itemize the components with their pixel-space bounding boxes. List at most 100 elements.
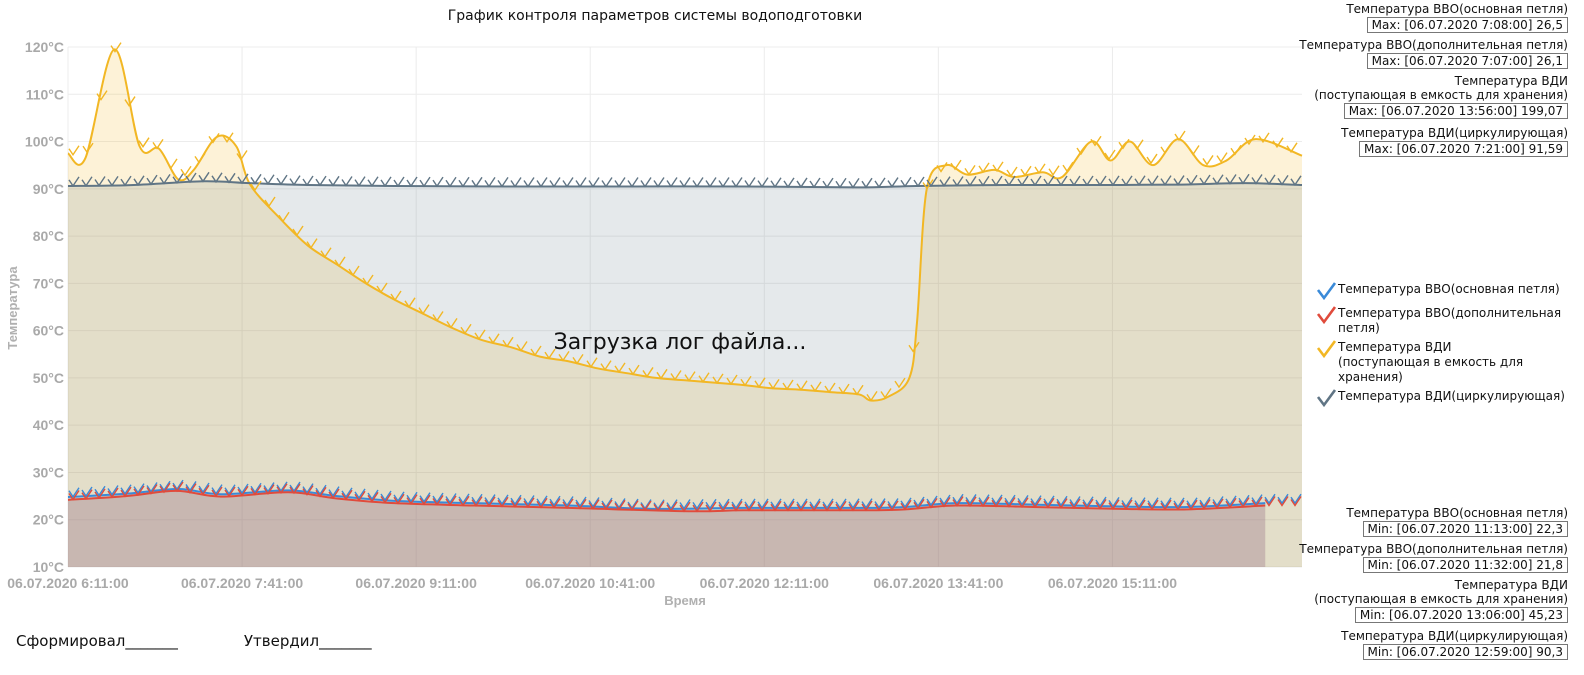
series-marker-0 [328,486,340,497]
series-marker-3 [250,173,262,185]
series-marker-0 [68,487,80,499]
series-marker-3 [991,175,1003,187]
series-marker-1 [692,501,704,513]
series-marker-3 [1069,175,1081,187]
series-marker-3 [965,176,977,187]
chart-areas [68,49,1302,568]
series-marker-0 [744,498,756,510]
series-marker-1 [419,494,431,506]
series-marker-3 [237,173,249,185]
series-marker-3 [458,176,470,188]
series-marker-2 [600,360,612,371]
series-marker-0 [1108,496,1120,508]
series-marker-2 [96,90,108,101]
series-marker-3 [575,177,587,188]
y-tick-label: 110°C [26,86,64,102]
series-marker-3 [302,175,314,187]
series-marker-0 [81,486,93,498]
series-marker-3 [445,176,457,188]
series-marker-0 [705,498,717,510]
series-marker-1 [1056,498,1068,509]
series-marker-1 [1017,497,1029,509]
series-marker-3 [315,175,327,187]
series-marker-3 [328,175,340,187]
series-marker-2 [992,161,1004,173]
chart-legend: Температура ВВО(основная петля) Температу… [1316,282,1584,413]
series-marker-0 [874,498,886,509]
series-marker-1 [1147,499,1159,511]
series-marker-1 [1160,499,1172,511]
legend-label-line: Температура ВДИ(циркулирующая) [1338,389,1565,403]
series-marker-0 [900,497,912,509]
series-marker-3 [705,177,717,188]
series-marker-0 [302,483,314,494]
series-area-3 [68,181,1302,567]
series-marker-1 [276,483,288,495]
series-marker-2 [180,165,192,177]
series-marker-2 [1244,134,1256,146]
series-marker-3 [536,177,548,188]
series-marker-3 [159,174,171,185]
series-marker-1 [861,500,873,512]
series-marker-1 [783,500,795,512]
series-marker-0 [1095,496,1107,508]
series-marker-1 [523,497,535,509]
series-marker-2 [488,333,500,345]
legend-label-line: Температура ВВО(дополнительная петля) [1338,306,1562,335]
series-marker-2 [390,290,402,302]
series-marker-1 [575,498,587,510]
series-marker-0 [1160,497,1172,509]
series-marker-2 [978,162,990,174]
series-marker-2 [1202,155,1214,166]
series-marker-0 [666,499,678,510]
stat-series-name: Температура ВВО(основная петля) [1346,506,1568,520]
series-marker-1 [1030,497,1042,509]
series-marker-2 [124,96,136,107]
series-marker-2 [1174,130,1186,142]
series-marker-0 [640,499,652,510]
series-marker-2 [530,345,542,357]
series-marker-3 [822,177,834,189]
series-marker-3 [861,177,873,189]
series-marker-0 [1004,494,1016,506]
series-marker-3 [1030,175,1042,187]
series-marker-0 [523,495,535,506]
series-marker-1 [1121,499,1133,511]
series-marker-0 [718,498,730,510]
series-marker-1 [640,500,652,512]
series-marker-2 [1034,163,1046,175]
y-tick-label: 80°C [33,228,64,244]
series-marker-0 [627,498,639,510]
series-marker-3 [731,177,743,188]
stat-value: Min: [06.07.2020 11:13:00] 22,3 [1362,521,1568,537]
series-marker-2 [572,353,584,365]
series-marker-3 [770,177,782,188]
series-marker-0 [731,498,743,510]
series-marker-1 [822,500,834,512]
series-marker-3 [107,175,119,187]
series-marker-1 [497,496,509,508]
series-marker-0 [679,499,691,510]
series-marker-1 [679,501,691,513]
series-marker-0 [887,498,899,509]
series-marker-2 [642,367,654,378]
legend-label-line: Температура ВВО(основная петля) [1338,282,1560,296]
series-marker-0 [913,496,925,508]
series-marker-0 [1277,493,1289,505]
series-marker-1 [757,500,769,512]
series-marker-0 [445,493,457,504]
max-stat: Температура ВВО(дополнительная петля) Max… [1299,38,1568,69]
series-marker-1 [653,500,665,512]
series-marker-1 [107,487,119,499]
series-marker-3 [588,177,600,188]
series-marker-2 [376,282,388,294]
series-marker-0 [1134,497,1146,508]
series-marker-0 [926,495,938,507]
series-marker-2 [964,164,976,176]
series-marker-0 [471,493,483,505]
series-marker-2 [810,381,822,393]
series-marker-3 [393,176,405,188]
series-marker-2 [880,388,892,399]
stat-value: Min: [06.07.2020 12:59:00] 90,3 [1362,644,1568,660]
series-marker-1 [172,481,184,493]
